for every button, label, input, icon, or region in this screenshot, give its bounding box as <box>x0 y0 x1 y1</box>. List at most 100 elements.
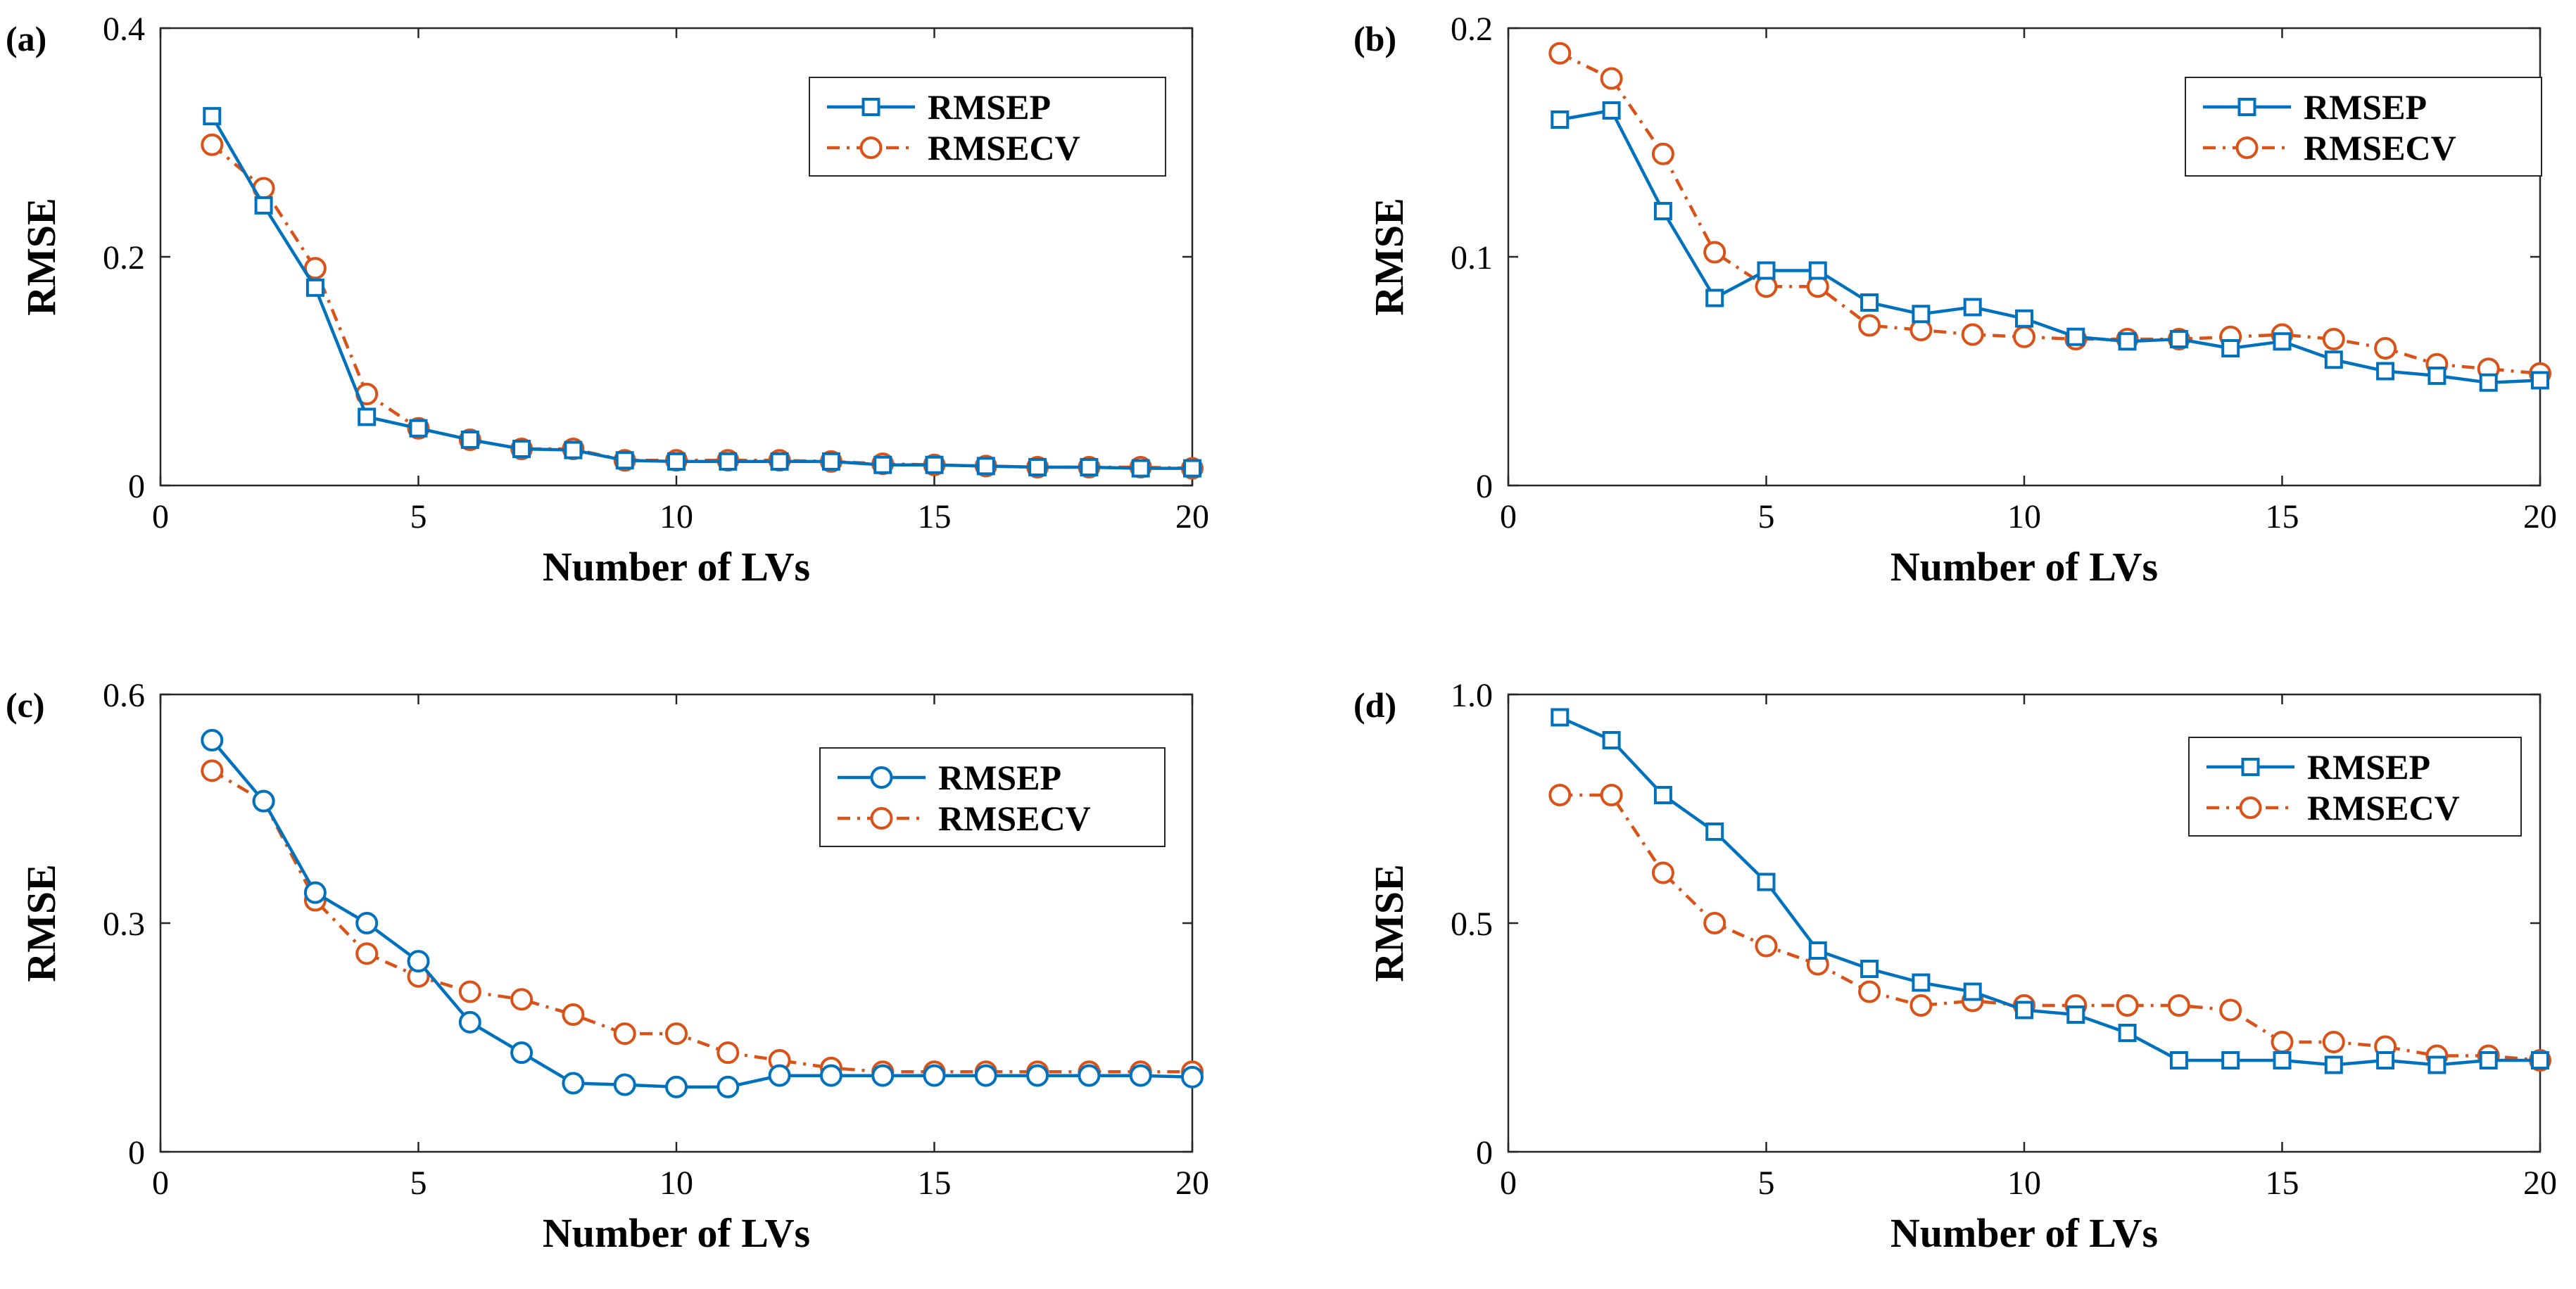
rmsep-data-point <box>564 440 583 459</box>
x-axis-title: Number of LVs <box>543 1210 810 1256</box>
rmsecv-legend-marker <box>2239 796 2262 819</box>
rmsep-data-point <box>1602 101 1621 120</box>
rmsecv-data-point <box>2116 994 2139 1017</box>
rmsep-data-point <box>768 1064 791 1087</box>
rmsep-data-point <box>1757 261 1776 280</box>
rmsep-data-point <box>2169 1051 2188 1069</box>
y-tick-label: 0.2 <box>103 239 145 277</box>
x-tick-label: 5 <box>1758 1164 1775 1202</box>
rmsecv-data-point <box>2374 337 2397 360</box>
rmsep-data-point <box>2427 367 2446 385</box>
rmsep-data-point <box>1757 872 1776 891</box>
rmsep-data-point <box>2221 1051 2240 1069</box>
rmsecv-data-point <box>2219 998 2242 1022</box>
rmsep-legend-label: RMSEP <box>928 87 1051 127</box>
rmsep-data-point <box>1131 459 1150 478</box>
rmsep-data-point <box>2273 332 2292 351</box>
rmsep-data-point <box>201 729 224 751</box>
rmsep-data-point <box>1808 261 1827 280</box>
x-axis-title: Number of LVs <box>543 544 810 590</box>
rmsecv-data-point <box>1651 142 1674 165</box>
rmsep-data-point <box>1860 960 1879 978</box>
y-tick-label: 0 <box>128 468 145 505</box>
y-tick-label: 0 <box>1476 468 1493 505</box>
rmsep-data-point <box>2479 373 2498 392</box>
panel-label: (b) <box>1353 19 1396 58</box>
rmsecv-data-point <box>2013 325 2035 348</box>
rmsep-data-point <box>2479 1051 2498 1069</box>
x-tick-label: 20 <box>1175 1164 1209 1202</box>
rmsep-data-point <box>1963 982 1982 1001</box>
legend-box <box>809 77 1166 177</box>
panel-label: (a) <box>6 19 46 58</box>
x-tick-label: 5 <box>410 498 427 535</box>
rmsep-data-point <box>1912 305 1931 324</box>
rmsep-data-point <box>2376 1051 2395 1069</box>
y-tick-label: 0 <box>128 1134 145 1171</box>
chart-panel: 0 5 10 15 20 0 0.5 1.0 Number of LVs RMSE (d) RMSEP… <box>1353 677 2557 1256</box>
rmsep-data-point <box>1129 1064 1152 1087</box>
rmsecv-series-line <box>1560 793 2541 1062</box>
rmsep-legend-label: RMSEP <box>2307 747 2430 787</box>
x-tick-label: 15 <box>918 1164 952 1202</box>
rmsep-data-point <box>409 419 428 438</box>
rmsep-data-point <box>925 455 944 474</box>
rmsep-data-point <box>976 457 995 476</box>
x-tick-label: 20 <box>2523 1164 2557 1202</box>
x-tick-label: 15 <box>2266 1164 2299 1202</box>
rmsep-data-point <box>819 1064 842 1087</box>
y-axis-title: RMSE <box>18 198 64 316</box>
rmsep-data-point <box>2324 1055 2343 1074</box>
rmsecv-data-point <box>716 1041 740 1065</box>
x-tick-label: 15 <box>918 498 952 535</box>
rmsecv-data-point <box>665 1022 688 1046</box>
rmsecv-data-point <box>355 942 379 965</box>
x-tick-label: 5 <box>410 1164 427 1202</box>
rmsecv-data-point <box>2167 994 2190 1017</box>
rmsep-data-point <box>2324 350 2343 369</box>
rmsep-data-point <box>665 1075 688 1098</box>
rmsep-data-point <box>716 1075 740 1098</box>
y-tick-label: 0.2 <box>1451 11 1493 48</box>
rmsep-legend-marker <box>2241 758 2260 776</box>
rmsecv-data-point <box>2271 1031 2294 1053</box>
x-tick-label: 10 <box>659 498 693 535</box>
rmsecv-data-point <box>1858 980 1881 1003</box>
rmsep-data-point <box>821 452 840 471</box>
y-axis-title: RMSE <box>1366 198 1412 316</box>
rmsecv-data-point <box>1703 912 1726 934</box>
rmsep-data-point <box>873 455 892 474</box>
rmsep-legend-marker <box>861 98 880 116</box>
rmsep-data-point <box>562 1072 585 1095</box>
y-axis-title: RMSE <box>1366 864 1412 982</box>
rmsecv-legend-label: RMSECV <box>938 799 1091 838</box>
x-tick-label: 10 <box>659 1164 693 1202</box>
rmsep-data-point <box>407 950 430 973</box>
rmsecv-data-point <box>458 980 481 1003</box>
rmsep-data-point <box>510 1041 533 1065</box>
x-tick-label: 0 <box>1500 498 1517 535</box>
rmsep-data-point <box>2273 1051 2292 1069</box>
x-tick-label: 0 <box>152 1164 169 1202</box>
rmsecv-data-point <box>562 1003 585 1026</box>
rmsep-data-point <box>2015 1001 2033 1020</box>
rmsecv-legend-marker <box>2235 136 2259 159</box>
rmsep-data-point <box>305 278 324 297</box>
x-tick-label: 10 <box>2007 498 2041 535</box>
chart-panel: 0 5 10 15 20 0 0.3 0.6 Number of LVs RMSE (c) RMSEP… <box>6 677 1209 1256</box>
rmsecv-data-point <box>613 1022 636 1046</box>
rmsep-data-point <box>1808 941 1827 960</box>
rmsep-data-point <box>1653 202 1672 220</box>
rmsep-data-point <box>1183 459 1201 478</box>
y-tick-label: 0.6 <box>103 677 145 714</box>
rmsep-legend-marker <box>2237 98 2256 116</box>
rmsep-data-point <box>355 912 379 934</box>
y-tick-label: 0 <box>1476 1134 1493 1171</box>
rmsecv-legend-label: RMSECV <box>928 128 1080 167</box>
y-tick-label: 0.4 <box>103 11 145 48</box>
rmsep-data-point <box>2531 371 2549 390</box>
rmsecv-data-point <box>2322 328 2345 350</box>
rmsecv-data-point <box>1548 42 1572 65</box>
